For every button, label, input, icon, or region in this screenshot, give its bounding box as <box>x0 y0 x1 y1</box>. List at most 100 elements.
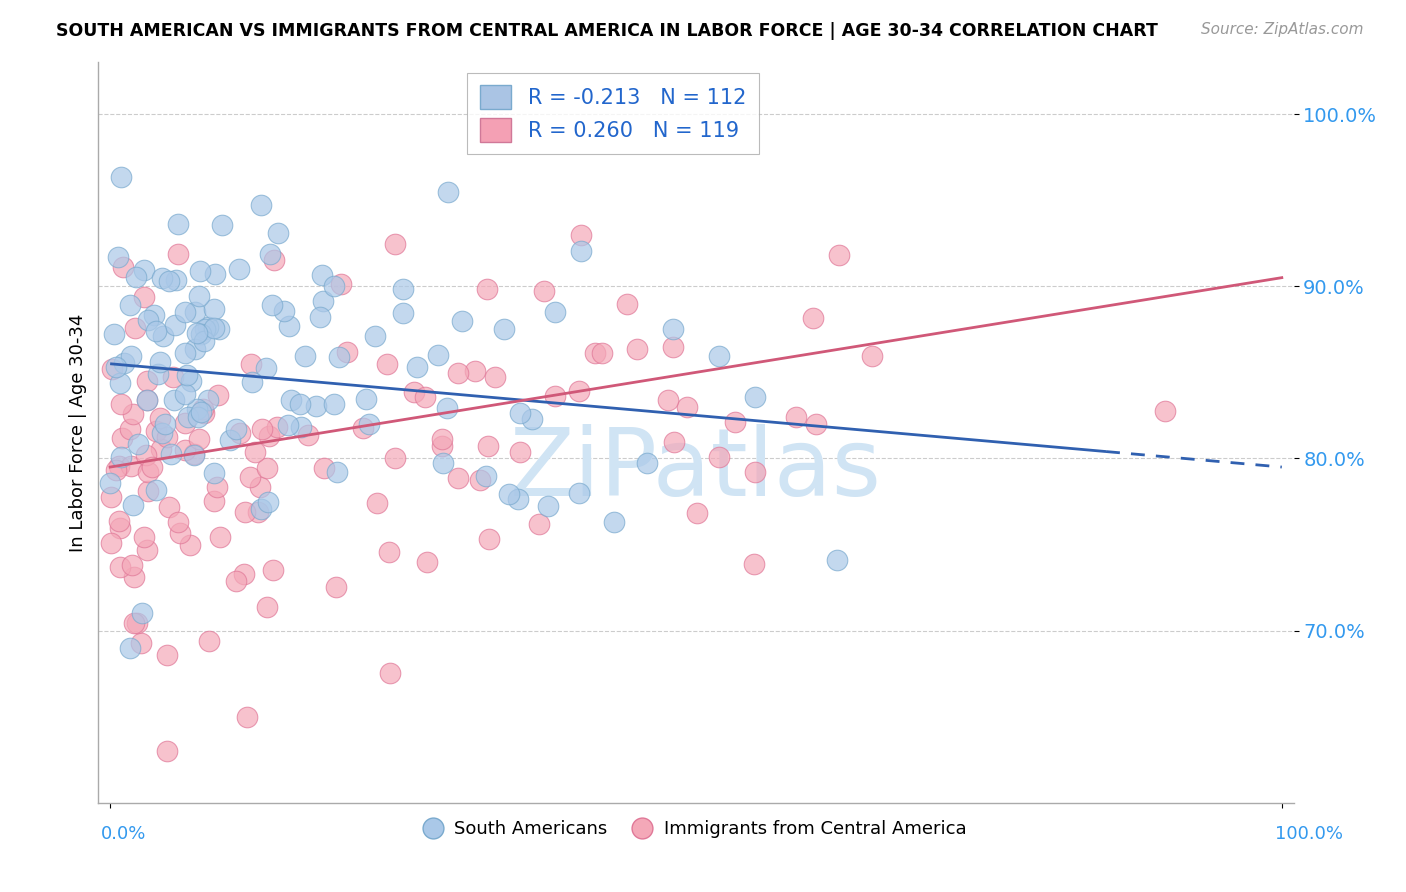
Point <box>328 350 350 364</box>
Text: 0.0%: 0.0% <box>101 825 146 843</box>
Point <box>187 409 209 424</box>
Point <box>239 470 262 484</box>
Point <box>406 360 429 375</box>
Point <box>603 515 626 529</box>
Point <box>273 303 295 318</box>
Point <box>297 427 319 442</box>
Point <box>325 580 347 594</box>
Point <box>686 506 709 520</box>
Point <box>183 447 205 461</box>
Point <box>378 665 401 680</box>
Point <box>744 465 766 479</box>
Point <box>475 469 498 483</box>
Point <box>136 392 159 407</box>
Point <box>120 421 142 435</box>
Point <box>120 459 142 474</box>
Point <box>571 227 593 242</box>
Point <box>136 312 159 326</box>
Point <box>432 457 454 471</box>
Text: ZiPatlas: ZiPatlas <box>510 424 882 516</box>
Point <box>626 342 648 356</box>
Point <box>105 463 128 477</box>
Point <box>190 327 212 342</box>
Point <box>392 306 415 320</box>
Point <box>290 420 312 434</box>
Point <box>305 399 328 413</box>
Point <box>801 310 824 325</box>
Point <box>198 633 221 648</box>
Point <box>150 426 173 441</box>
Point <box>616 296 638 310</box>
Point <box>157 274 180 288</box>
Point <box>197 392 219 407</box>
Point <box>165 318 187 332</box>
Point <box>709 450 731 465</box>
Point <box>359 417 381 432</box>
Point <box>240 375 263 389</box>
Point <box>107 514 129 528</box>
Point <box>127 437 149 451</box>
Point <box>662 435 685 450</box>
Point <box>103 326 125 341</box>
Point <box>131 607 153 621</box>
Point <box>202 321 225 335</box>
Point <box>427 348 450 362</box>
Point <box>112 260 135 274</box>
Point <box>294 349 316 363</box>
Point <box>165 273 187 287</box>
Point <box>259 428 281 442</box>
Point <box>413 390 436 404</box>
Point <box>124 615 146 630</box>
Point <box>229 426 252 441</box>
Point <box>150 442 173 456</box>
Point <box>122 407 145 421</box>
Y-axis label: In Labor Force | Age 30-34: In Labor Force | Age 30-34 <box>69 313 87 552</box>
Point <box>107 250 129 264</box>
Point <box>104 360 127 375</box>
Point <box>138 465 160 479</box>
Point <box>247 505 270 519</box>
Point <box>591 345 613 359</box>
Point <box>100 490 122 504</box>
Text: 100.0%: 100.0% <box>1275 825 1343 843</box>
Point <box>152 329 174 343</box>
Point <box>186 402 208 417</box>
Point <box>860 349 883 363</box>
Legend: South Americans, Immigrants from Central America: South Americans, Immigrants from Central… <box>419 814 973 846</box>
Point <box>437 185 460 199</box>
Point <box>180 374 202 388</box>
Point <box>233 505 256 519</box>
Point <box>378 544 401 558</box>
Point <box>98 476 121 491</box>
Point <box>225 574 247 588</box>
Point <box>146 367 169 381</box>
Point <box>136 542 159 557</box>
Point <box>129 635 152 649</box>
Point <box>676 401 699 415</box>
Point <box>145 483 167 498</box>
Point <box>124 269 146 284</box>
Point <box>120 349 142 363</box>
Point <box>150 271 173 285</box>
Point <box>110 560 132 574</box>
Point <box>149 355 172 369</box>
Point <box>110 170 132 185</box>
Point <box>135 374 157 388</box>
Point <box>239 357 262 371</box>
Point <box>250 198 273 212</box>
Point <box>112 356 135 370</box>
Point <box>450 313 472 327</box>
Point <box>744 390 766 404</box>
Point <box>352 421 374 435</box>
Point <box>256 461 278 475</box>
Point <box>544 305 567 319</box>
Point <box>254 360 277 375</box>
Point <box>277 418 299 433</box>
Point <box>173 443 195 458</box>
Point <box>101 362 124 376</box>
Point <box>263 563 285 577</box>
Point <box>228 262 250 277</box>
Point <box>145 424 167 438</box>
Point <box>202 467 225 481</box>
Point <box>657 392 679 407</box>
